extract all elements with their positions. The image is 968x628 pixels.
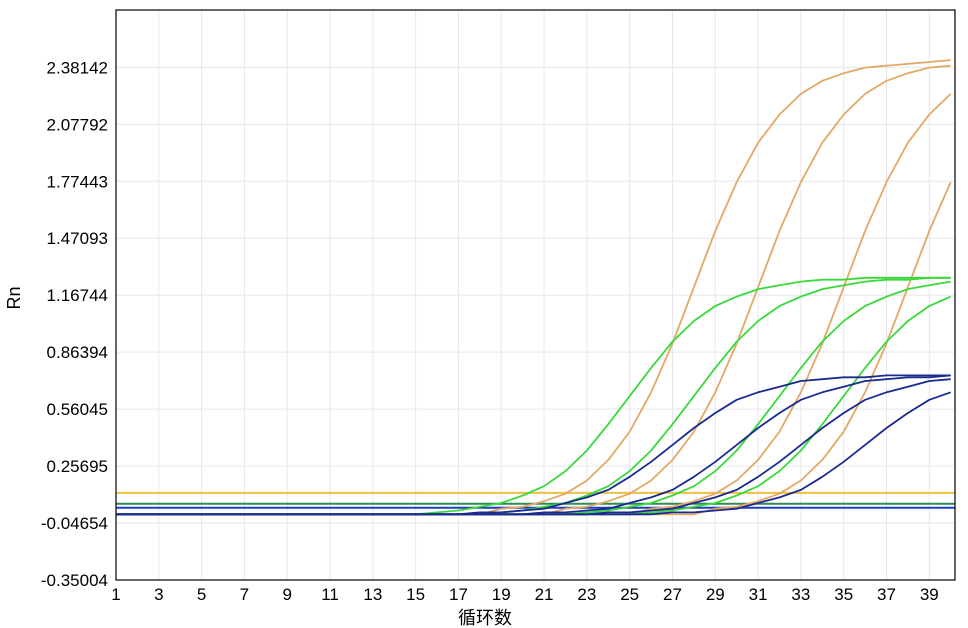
y-tick-label: 0.25695 <box>47 457 108 476</box>
x-tick-label: 15 <box>406 585 425 604</box>
series-line-blue <box>116 378 951 516</box>
x-axis-label: 循环数 <box>458 608 512 628</box>
x-tick-labels: 1 3 5 7 9 11 13 15 17 19 21 23 25 27 29 31 33 35 37 39 <box>111 585 939 604</box>
series-line-orange <box>116 181 952 516</box>
series-line-orange <box>116 93 952 516</box>
series-lines <box>116 59 952 516</box>
series-line-orange <box>116 64 951 516</box>
y-tick-label: -0.04654 <box>41 514 108 533</box>
x-tick-label: 29 <box>706 585 725 604</box>
grid <box>115 10 955 581</box>
x-tick-label: 1 <box>111 585 120 604</box>
y-tick-label: 0.86394 <box>47 343 108 362</box>
y-tick-label: 1.47093 <box>47 229 108 248</box>
x-tick-label: 35 <box>834 585 853 604</box>
y-tick-label: 2.38142 <box>47 58 108 77</box>
series-line-green <box>116 276 951 516</box>
x-tick-label: 5 <box>197 585 206 604</box>
x-tick-label: 25 <box>620 585 639 604</box>
x-tick-label: 19 <box>492 585 511 604</box>
series-line-blue <box>116 391 951 516</box>
x-tick-label: 9 <box>282 585 291 604</box>
series-line-green <box>116 280 951 516</box>
x-tick-label: 21 <box>535 585 554 604</box>
x-tick-label: 17 <box>449 585 468 604</box>
x-tick-label: 13 <box>363 585 382 604</box>
x-tick-label: 23 <box>577 585 596 604</box>
x-tick-label: 7 <box>240 585 249 604</box>
y-tick-label: 0.56045 <box>47 400 108 419</box>
x-tick-label: 3 <box>154 585 163 604</box>
series-line-green <box>116 276 951 516</box>
y-axis-label: Rn <box>4 286 24 309</box>
y-tick-labels: -0.35004 -0.04654 0.25695 0.56045 0.86394 1.1… <box>41 58 108 590</box>
series-line-green <box>116 295 952 516</box>
x-tick-label: 39 <box>920 585 939 604</box>
plot-frame <box>115 9 956 581</box>
x-tick-label: 31 <box>749 585 768 604</box>
x-tick-label: 27 <box>663 585 682 604</box>
x-tick-label: 11 <box>321 585 339 604</box>
y-tick-label: 2.07792 <box>47 115 108 134</box>
x-tick-label: 37 <box>877 585 896 604</box>
series-line-orange <box>116 59 951 516</box>
threshold-lines <box>116 491 955 509</box>
y-tick-label: -0.35004 <box>41 571 108 590</box>
y-tick-label: 1.77443 <box>47 172 108 191</box>
y-tick-label: 1.16744 <box>47 286 108 305</box>
x-tick-label: 33 <box>791 585 810 604</box>
